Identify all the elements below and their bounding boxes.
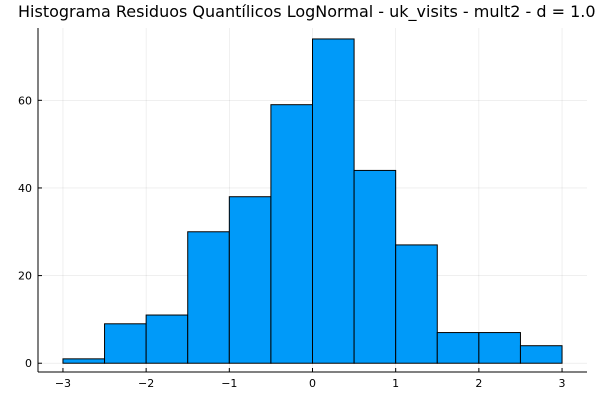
x-tick-label: −2 — [138, 377, 154, 390]
y-tick-label: 40 — [18, 182, 32, 195]
x-tick-label: −1 — [221, 377, 237, 390]
x-tick-label: 2 — [475, 377, 482, 390]
histogram-bar-11 — [519, 345, 563, 364]
chart-title: Histograma Residuos Quantílicos LogNorma… — [18, 2, 596, 22]
x-tick-label: 1 — [392, 377, 399, 390]
x-tick-label: −3 — [55, 377, 71, 390]
axes — [37, 28, 587, 373]
histogram-bars — [62, 38, 563, 364]
histogram-bar-5 — [270, 104, 313, 364]
histogram-bar-3 — [187, 231, 230, 364]
histogram-bar-8 — [395, 244, 438, 364]
tick-labels: −3 −2 −1 0 1 2 3 0 20 40 60 — [18, 94, 566, 390]
histogram-bar-0 — [62, 358, 106, 364]
y-tick-label: 20 — [18, 270, 32, 283]
y-tick-label: 60 — [18, 94, 32, 107]
x-tick-label: 0 — [309, 377, 316, 390]
histogram-bar-1 — [104, 323, 147, 364]
histogram-bar-10 — [478, 332, 521, 364]
histogram-bar-7 — [353, 169, 397, 364]
histogram-bar-4 — [228, 196, 272, 364]
x-tick-label: 3 — [559, 377, 566, 390]
histogram-bar-9 — [436, 332, 480, 364]
histogram-bar-2 — [145, 314, 189, 364]
histogram-bar-6 — [312, 38, 355, 364]
y-tick-label: 0 — [25, 357, 32, 370]
